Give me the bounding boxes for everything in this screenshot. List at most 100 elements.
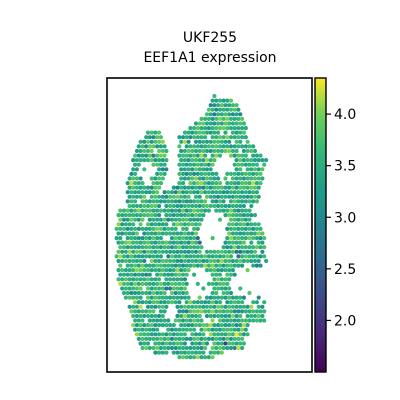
expression-spot [227, 313, 232, 319]
expression-spot [190, 341, 195, 346]
expression-spot [203, 181, 208, 186]
expression-spot [168, 323, 173, 328]
expression-spot [157, 148, 162, 154]
expression-spot [234, 295, 239, 300]
expression-spot [131, 323, 136, 328]
expression-spot [125, 199, 130, 204]
expression-spot [197, 258, 202, 264]
expression-spot [157, 139, 162, 144]
expression-spot [208, 176, 213, 181]
expression-spot [195, 336, 200, 341]
expression-spot [210, 181, 215, 186]
expression-spot [249, 185, 254, 190]
expression-spot [169, 254, 175, 259]
expression-spot [171, 185, 176, 190]
expression-spot [223, 341, 228, 346]
expression-spot [160, 148, 165, 154]
expression-spot [153, 332, 158, 337]
expression-spot [212, 350, 217, 355]
expression-spot [208, 121, 213, 126]
expression-spot [147, 199, 152, 204]
expression-spot [219, 286, 224, 291]
expression-spot [217, 309, 223, 314]
expression-spot [184, 153, 189, 158]
expression-spot [160, 295, 165, 300]
expression-spot [153, 176, 158, 181]
expression-spot [160, 341, 165, 346]
expression-spot [234, 158, 239, 163]
expression-spot [149, 222, 154, 227]
expression-spot [164, 231, 169, 236]
expression-spot [225, 281, 230, 286]
expression-spot [157, 350, 162, 355]
expression-spot [254, 199, 259, 204]
expression-spot [197, 249, 202, 254]
expression-spot [145, 231, 151, 236]
expression-spot [212, 121, 217, 126]
expression-spot [241, 295, 246, 300]
expression-spot [214, 300, 219, 305]
expression-spot [160, 222, 165, 227]
expression-spot [149, 194, 154, 199]
expression-spot [230, 203, 235, 209]
expression-spot [236, 327, 241, 332]
expression-spot [153, 286, 158, 291]
expression-spot [221, 290, 226, 296]
expression-spot [199, 345, 204, 351]
expression-spot [147, 345, 152, 351]
expression-spot [168, 341, 173, 346]
expression-spot [249, 304, 254, 309]
expression-spot [225, 236, 230, 241]
expression-spot [181, 208, 186, 213]
expression-spot [120, 249, 125, 254]
expression-spot [121, 245, 127, 250]
expression-spot [149, 286, 154, 291]
expression-spot [133, 217, 138, 222]
expression-spot [256, 158, 261, 163]
expression-spot [243, 171, 248, 176]
expression-spot [228, 236, 234, 241]
expression-spot [219, 332, 224, 337]
expression-spot [210, 263, 215, 268]
expression-spot [155, 199, 160, 204]
expression-spot [127, 194, 132, 199]
expression-spot [219, 258, 224, 264]
expression-spot [249, 176, 254, 181]
expression-spot [158, 135, 163, 140]
expression-spot [142, 213, 147, 218]
expression-spot [243, 199, 248, 204]
expression-spot [190, 231, 195, 236]
expression-spot [173, 300, 178, 305]
expression-spot [203, 199, 208, 204]
expression-spot [260, 176, 265, 181]
expression-spot [221, 318, 226, 323]
expression-spot [190, 258, 195, 264]
expression-spot [192, 245, 197, 250]
expression-spot [236, 162, 241, 167]
expression-spot [247, 171, 252, 176]
expression-spot [158, 236, 163, 241]
expression-spot [136, 217, 141, 222]
expression-spot [221, 98, 226, 103]
expression-spot [168, 295, 173, 300]
expression-spot [149, 332, 154, 337]
expression-spot [182, 249, 187, 254]
expression-spot [123, 295, 128, 300]
expression-spot [184, 190, 189, 195]
expression-spot [160, 231, 165, 236]
expression-spot [232, 345, 237, 351]
expression-spot [228, 318, 234, 323]
expression-spot [201, 203, 206, 209]
expression-spot [221, 245, 226, 250]
expression-spot [190, 222, 195, 227]
expression-spot [171, 240, 176, 245]
expression-spot [217, 135, 223, 140]
expression-spot [164, 341, 169, 346]
expression-spot [193, 240, 199, 245]
plot-frame [106, 77, 313, 373]
expression-spot [162, 162, 167, 167]
expression-spot [175, 222, 180, 227]
expression-spot [203, 162, 208, 167]
expression-spot [249, 231, 254, 236]
expression-spot [134, 323, 139, 328]
